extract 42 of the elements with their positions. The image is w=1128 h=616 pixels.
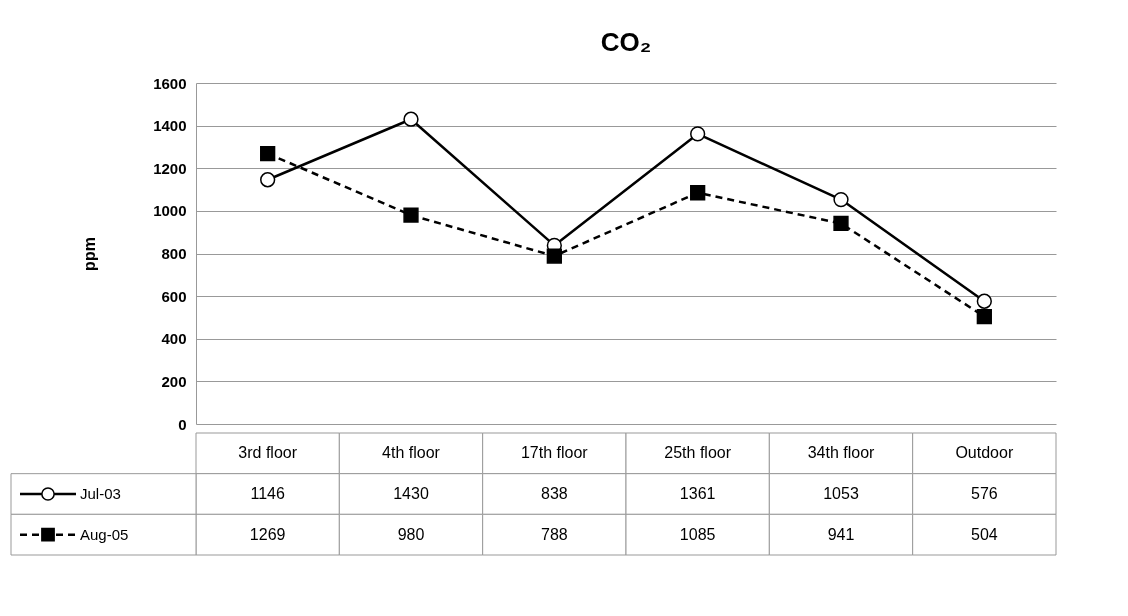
chart-title: CO₂ <box>600 27 652 57</box>
data-label: 1146 <box>250 485 285 502</box>
x-tick-label: 17th floor <box>520 444 589 462</box>
y-tick-label: 0 <box>178 415 187 433</box>
point <box>976 308 992 325</box>
y-tick-label: 1600 <box>153 74 187 92</box>
x-tick-label: 34th floor <box>807 444 876 462</box>
x-tick-label: 4th floor <box>382 444 441 462</box>
legend-label: Aug-05 <box>80 525 129 543</box>
y-tick-label: 800 <box>161 245 187 262</box>
point <box>976 293 992 309</box>
data-label: 1430 <box>393 485 429 502</box>
point <box>690 126 706 142</box>
point <box>546 248 562 264</box>
point <box>403 207 419 223</box>
y-tick-label: 1200 <box>153 159 187 177</box>
point <box>833 215 849 232</box>
legend-label: Jul-03 <box>80 485 121 502</box>
point <box>403 111 419 127</box>
data-label: 1361 <box>679 485 716 502</box>
x-tick-label: 3rd floor <box>238 444 298 462</box>
point <box>833 191 849 208</box>
y-axis-title: ppm <box>81 237 99 271</box>
x-tick-label: 25th floor <box>664 444 732 462</box>
data-label: 1269 <box>249 525 286 543</box>
data-label: 576 <box>970 485 998 502</box>
data-label: 788 <box>540 525 568 543</box>
data-label: 941 <box>827 525 855 543</box>
point <box>260 145 276 162</box>
y-tick-label: 600 <box>161 287 187 305</box>
y-tick-label: 1000 <box>153 202 187 220</box>
data-label: 1085 <box>679 525 716 543</box>
data-label: 504 <box>970 525 998 543</box>
data-label: 1053 <box>823 485 859 502</box>
data-label: 838 <box>540 485 568 502</box>
point <box>260 172 276 188</box>
y-tick-label: 400 <box>161 330 187 348</box>
y-tick-label: 200 <box>161 372 187 390</box>
data-label: 980 <box>397 525 425 543</box>
y-tick-label: 1400 <box>153 117 187 135</box>
point <box>690 185 706 201</box>
x-tick-label: Outdoor <box>955 444 1014 462</box>
